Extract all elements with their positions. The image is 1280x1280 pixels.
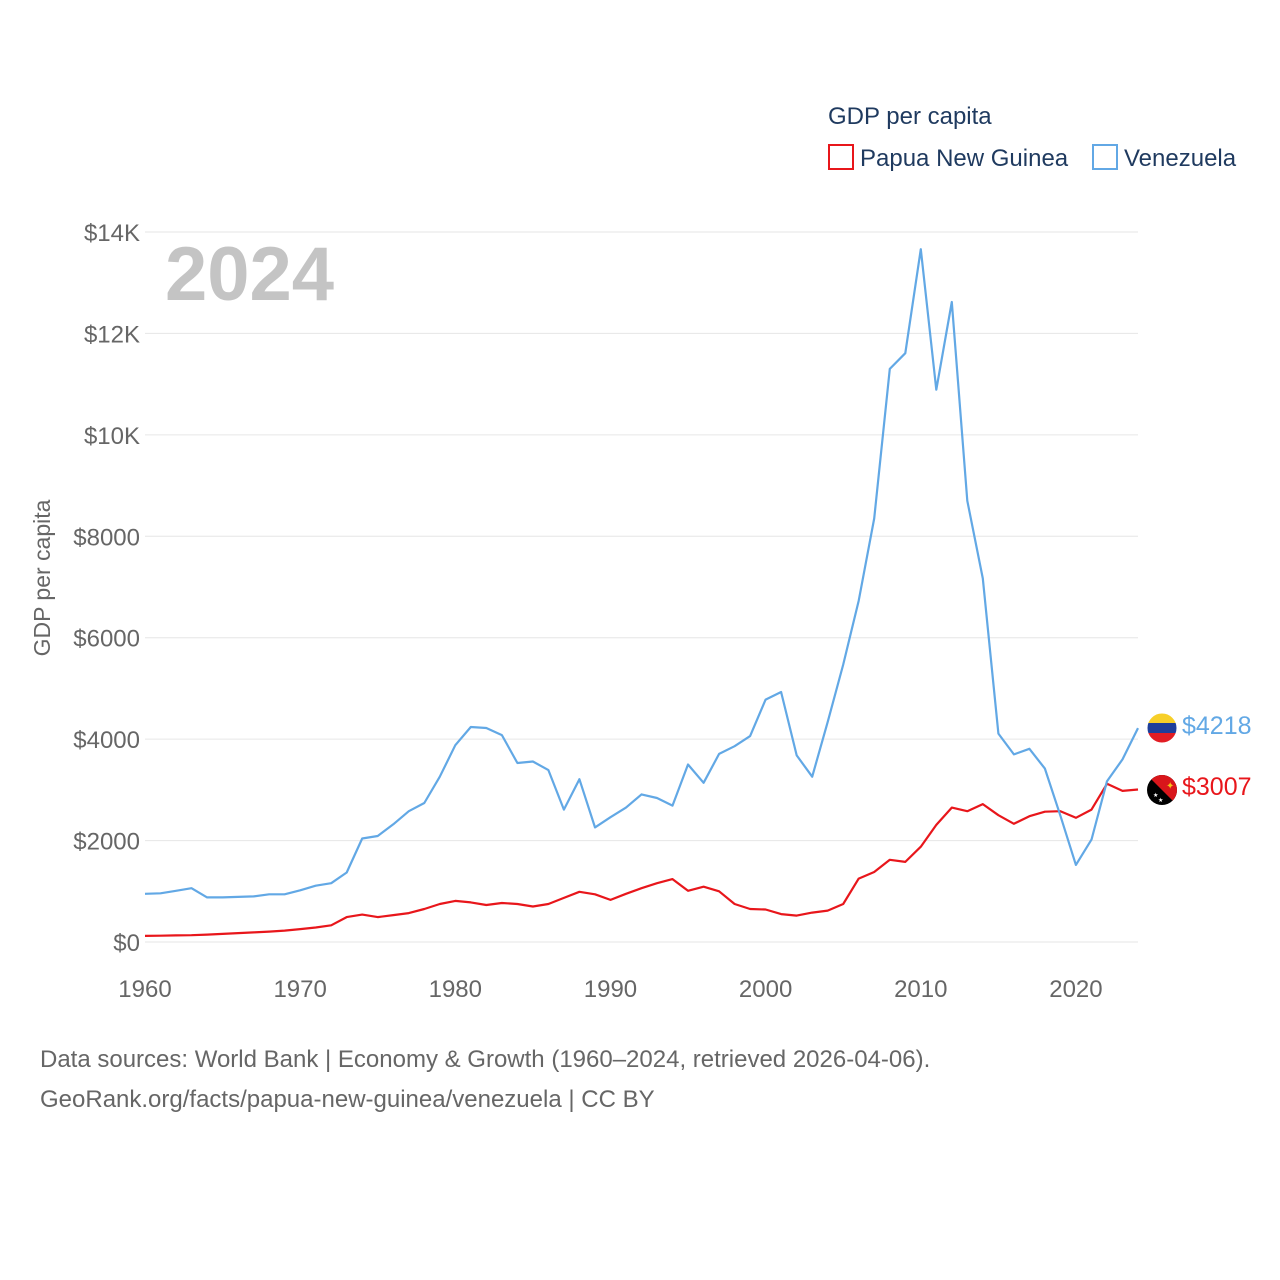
y-tick-label: $10K xyxy=(84,423,140,450)
x-tick-label: 1990 xyxy=(584,976,637,1003)
y-tick-label: $6000 xyxy=(73,626,140,653)
y-tick-label: $4000 xyxy=(73,727,140,754)
legend-label-papua-new-guinea: Papua New Guinea xyxy=(860,145,1069,172)
y-tick-label: $14K xyxy=(84,220,140,247)
end-label-papua-new-guinea: $3007 xyxy=(1182,773,1252,801)
x-tick-label: 2000 xyxy=(739,976,792,1003)
end-marker-venezuela: $4218 xyxy=(1146,712,1252,744)
y-axis-ticks: $0 $2000 $4000 $6000 $8000 $10K $12K $14K xyxy=(73,220,140,957)
grid-layer xyxy=(145,231,1138,943)
source-note: Data sources: World Bank | Economy & Gro… xyxy=(40,1040,930,1120)
y-tick-label: $8000 xyxy=(73,524,140,551)
x-axis-ticks: 1960 1970 1980 1990 2000 2010 2020 xyxy=(118,976,1102,1003)
legend-label-venezuela: Venezuela xyxy=(1124,145,1237,172)
source-line-2[interactable]: GeoRank.org/facts/papua-new-guinea/venez… xyxy=(40,1086,655,1113)
series-layer xyxy=(144,248,1139,937)
svg-text:★: ★ xyxy=(1158,797,1163,804)
end-marker-papua-new-guinea: ✦ ★ ★ $3007 xyxy=(1147,773,1252,805)
y-tick-label: $12K xyxy=(84,321,140,348)
papua-new-guinea-flag-icon: ✦ ★ ★ xyxy=(1147,775,1177,805)
series-line-papua-new-guinea xyxy=(144,782,1139,937)
y-axis-title: GDP per capita xyxy=(29,499,55,656)
legend-item-papua-new-guinea[interactable]: Papua New Guinea xyxy=(828,144,1069,172)
x-tick-label: 1960 xyxy=(118,976,171,1003)
series-line-venezuela xyxy=(144,248,1139,899)
svg-text:★: ★ xyxy=(1153,792,1158,799)
legend-item-venezuela[interactable]: Venezuela xyxy=(1092,144,1237,172)
x-tick-label: 1980 xyxy=(429,976,482,1003)
legend-title: GDP per capita xyxy=(828,103,992,130)
legend-swatch-venezuela xyxy=(1092,144,1118,170)
x-tick-label: 2010 xyxy=(894,976,947,1003)
x-tick-label: 1970 xyxy=(273,976,326,1003)
legend-swatch-papua-new-guinea xyxy=(828,144,854,170)
year-label: 2024 xyxy=(165,232,334,317)
source-line-1: Data sources: World Bank | Economy & Gro… xyxy=(40,1046,931,1073)
x-tick-label: 2020 xyxy=(1049,976,1102,1003)
venezuela-flag-icon xyxy=(1146,712,1178,744)
y-tick-label: $2000 xyxy=(73,829,140,856)
end-label-venezuela: $4218 xyxy=(1182,712,1252,740)
svg-text:✦: ✦ xyxy=(1166,781,1174,792)
y-tick-label: $0 xyxy=(113,930,140,957)
